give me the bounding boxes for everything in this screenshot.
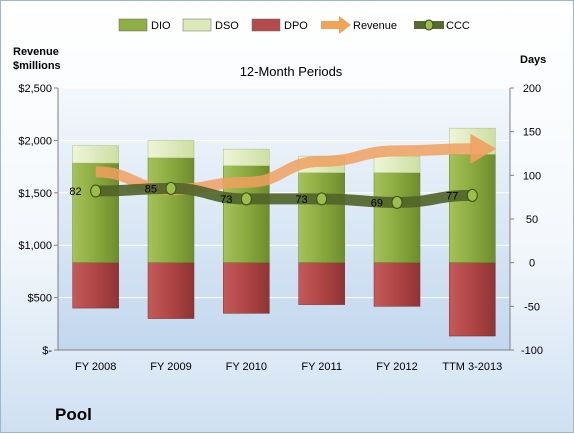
legend-swatch [321, 21, 341, 29]
legend-label: DSO [215, 20, 239, 32]
dio-bar [449, 154, 496, 263]
dio-bar [72, 162, 119, 263]
left-axis-title-line1: Revenue [13, 46, 59, 58]
legend-swatch [251, 18, 281, 32]
left-tick-label: $- [42, 345, 52, 357]
dso-bar [147, 140, 195, 159]
dpo-bar [223, 262, 270, 314]
dpo-bar [373, 262, 421, 307]
dso-bar [373, 155, 421, 173]
ccc-point [165, 181, 177, 195]
legend-item-dpo: DPO [251, 18, 308, 32]
ccc-point [466, 188, 478, 202]
dio-bar [373, 172, 421, 263]
right-tick-label: 200 [523, 83, 541, 95]
legend-swatch-arrowhead [339, 16, 351, 34]
ccc-data-label: 73 [295, 194, 307, 206]
company-name: Pool [55, 405, 92, 424]
dpo-bar [298, 262, 345, 305]
left-tick-label: $1,500 [18, 188, 52, 200]
x-tick-label: FY 2008 [75, 361, 116, 373]
x-tick-label: FY 2012 [376, 361, 417, 373]
legend-label: DPO [284, 20, 308, 32]
right-tick-label: 0 [529, 258, 535, 270]
right-tick-label: -50 [524, 301, 540, 313]
left-tick-label: $500 [28, 293, 52, 305]
right-tick-label: -100 [521, 345, 543, 357]
legend-swatch [118, 18, 148, 32]
ccc-line [95, 182, 473, 208]
left-tick-label: $2,000 [18, 135, 52, 147]
plot-area [58, 88, 510, 350]
chart-title: 12-Month Periods [240, 64, 343, 79]
left-tick-label: $2,500 [18, 83, 52, 95]
ccc-point [316, 192, 328, 206]
dso-bar [223, 148, 270, 166]
ccc-data-label: 77 [446, 190, 458, 202]
legend-swatch [182, 18, 212, 32]
dpo-bar [72, 262, 119, 309]
left-axis-title-line2: $millions [13, 60, 61, 72]
dso-bar [72, 145, 119, 164]
right-tick-label: 150 [523, 127, 541, 139]
dpo-bar [147, 262, 195, 319]
legend-swatch-marker [424, 19, 434, 31]
dio-bar [298, 172, 345, 263]
dio-bar [147, 157, 195, 263]
legend-item-dio: DIO [118, 18, 171, 32]
dpo-bar [449, 262, 496, 337]
ccc-data-label: 69 [371, 197, 383, 209]
ccc-data-label: 82 [69, 186, 81, 198]
revenue-arrowhead [470, 133, 497, 164]
x-tick-label: FY 2010 [226, 361, 267, 373]
ccc-point [391, 195, 403, 209]
ccc-point [240, 192, 252, 206]
x-tick-label: FY 2009 [150, 361, 191, 373]
ccc-point [90, 184, 102, 198]
legend-label: DIO [151, 20, 171, 32]
right-tick-label: 100 [523, 170, 541, 182]
right-axis-title: Days [520, 54, 547, 66]
ccc-data-label: 85 [145, 183, 157, 195]
legend-label: Revenue [353, 20, 397, 32]
legend-item-dso: DSO [182, 18, 239, 32]
right-tick-label: 50 [526, 214, 538, 226]
left-axis-title: Revenue $millions [13, 45, 61, 73]
legend-item-ccc: CCC [414, 19, 470, 32]
x-tick-label: FY 2011 [301, 361, 342, 373]
ccc-data-label: 73 [220, 194, 232, 206]
legend-item-revenue: Revenue [321, 16, 397, 34]
left-tick-label: $1,000 [18, 240, 52, 252]
legend-label: CCC [446, 20, 470, 32]
x-tick-label: TTM 3-2013 [442, 361, 502, 373]
